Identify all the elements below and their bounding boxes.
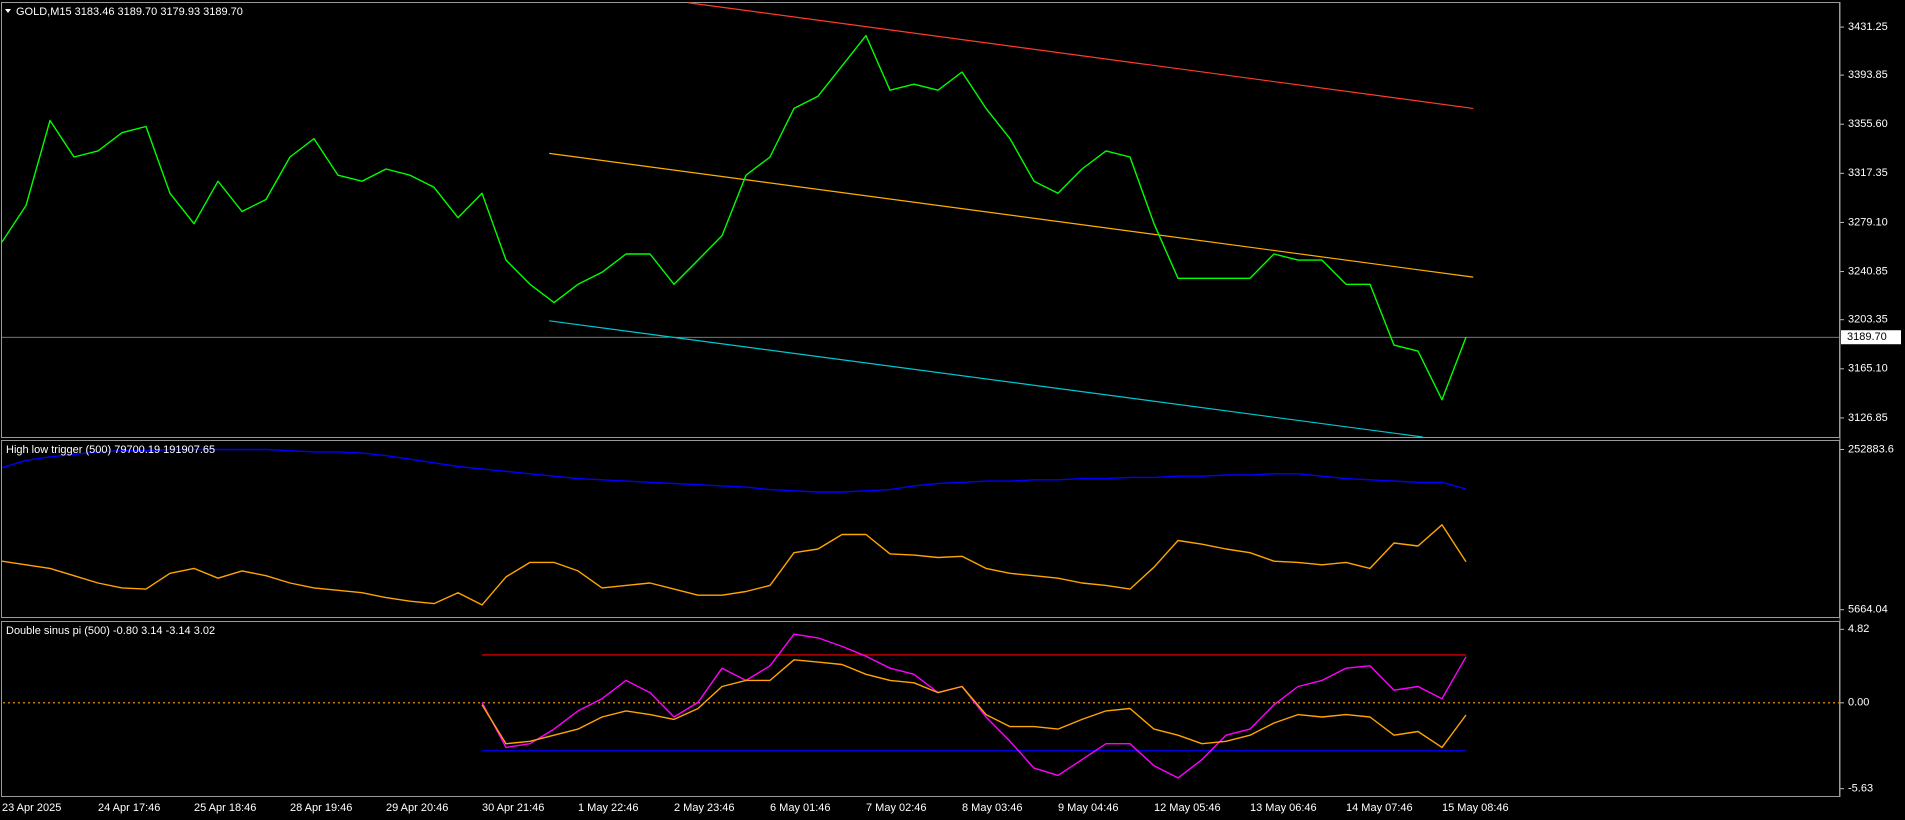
- pane-title: High low trigger (500) 79700.19 191907.6…: [6, 444, 215, 456]
- y-tick-label: 3126.85: [1848, 412, 1888, 424]
- pane-title: Double sinus pi (500) -0.80 3.14 -3.14 3…: [6, 625, 215, 637]
- x-tick-label: 28 Apr 19:46: [290, 802, 352, 814]
- menu-arrow[interactable]: [5, 9, 11, 13]
- price-label: 3189.70: [1847, 331, 1887, 343]
- x-tick-label: 8 May 03:46: [962, 802, 1023, 814]
- x-tick-label: 15 May 08:46: [1442, 802, 1509, 814]
- x-tick-label: 13 May 06:46: [1250, 802, 1317, 814]
- y-tick-label: 0.00: [1848, 697, 1869, 709]
- y-tick-label: 3431.25: [1848, 21, 1888, 33]
- y-tick-label: 3240.85: [1848, 265, 1888, 277]
- series-line: [1, 524, 1467, 606]
- y-tick-label: 3393.85: [1848, 69, 1888, 81]
- x-tick-label: 2 May 23:46: [674, 802, 735, 814]
- x-tick-label: 14 May 07:46: [1346, 802, 1413, 814]
- x-tick-label: 24 Apr 17:46: [98, 802, 160, 814]
- x-tick-label: 30 Apr 21:46: [482, 802, 544, 814]
- series-line: [481, 659, 1467, 749]
- y-tick-label: 252883.6: [1848, 443, 1894, 455]
- x-tick-label: 9 May 04:46: [1058, 802, 1119, 814]
- y-tick-label: -5.63: [1848, 783, 1873, 795]
- x-tick-label: 6 May 01:46: [770, 802, 831, 814]
- price-label-box: [1841, 330, 1901, 345]
- x-tick-label: 1 May 22:46: [578, 802, 639, 814]
- trend-line: [688, 2, 1474, 110]
- trend-line: [549, 320, 1423, 438]
- y-tick-label: 4.82: [1848, 623, 1869, 635]
- y-tick-label: 3317.35: [1848, 167, 1888, 179]
- series-line: [1, 448, 1467, 493]
- series-line: [481, 633, 1467, 779]
- x-tick-label: 23 Apr 2025: [2, 802, 61, 814]
- pane-title: GOLD,M15 3183.46 3189.70 3179.93 3189.70: [16, 6, 243, 18]
- x-tick-label: 29 Apr 20:46: [386, 802, 448, 814]
- x-tick-label: 12 May 05:46: [1154, 802, 1221, 814]
- trend-line: [549, 152, 1474, 278]
- x-tick-label: 25 Apr 18:46: [194, 802, 256, 814]
- y-tick-label: 3355.60: [1848, 118, 1888, 130]
- x-tick-label: 7 May 02:46: [866, 802, 927, 814]
- series-line: [1, 34, 1467, 401]
- y-tick-label: 3203.35: [1848, 314, 1888, 326]
- y-tick-label: 3165.10: [1848, 363, 1888, 375]
- y-tick-label: 5664.04: [1848, 604, 1888, 616]
- y-tick-label: 3279.10: [1848, 216, 1888, 228]
